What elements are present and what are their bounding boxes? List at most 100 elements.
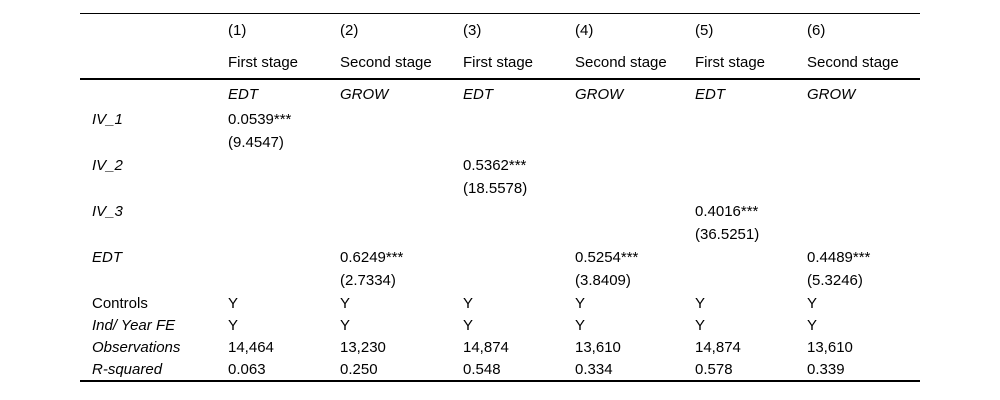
dep-var-cell: EDT [695,85,725,103]
dependent-variable-row: EDT GROW EDT GROW EDT GROW [80,79,920,108]
stage-cell: Second stage [340,53,432,71]
coefficient-cell [463,108,575,131]
stat-value-cell: Y [463,316,474,334]
tstat-row-iv-1: (9.4547) [80,131,920,154]
coef-row-iv-1: IV_1 0.0539*** [80,108,920,131]
stat-row-observations: Observations 14,464 13,230 14,874 13,610… [80,336,920,358]
coefficient-cell [575,200,695,223]
tstat-cell [228,223,340,246]
dep-var-cell: GROW [575,85,624,103]
stat-row-r-squared: R-squared 0.063 0.250 0.548 0.334 0.578 … [80,358,920,381]
stat-value-cell: 0.339 [807,360,845,378]
coef-row-iv-3: IV_3 0.4016*** [80,200,920,223]
row-label: Observations [92,338,181,356]
stage-cell: Second stage [575,53,667,71]
corner-cell [80,14,228,47]
stat-value-cell: 0.063 [228,360,266,378]
coef-row-iv-2: IV_2 0.5362*** [80,154,920,177]
stat-value-cell: 13,610 [807,338,853,356]
coefficient-cell [807,108,920,131]
tstat-cell [807,131,920,154]
stat-value-cell: 14,874 [695,338,741,356]
coefficient-cell [228,246,340,269]
stage-cell: First stage [463,53,534,71]
stat-value-cell: Y [695,316,706,334]
regression-table: (1) (2) (3) (4) (5) (6) First stage Seco… [80,13,920,382]
coefficient-cell [695,108,807,131]
tstat-cell: (5.3246) [807,272,863,289]
tstat-cell [695,177,807,200]
tstat-row-edt: (2.7334) (3.8409) (5.3246) [80,269,920,292]
stat-value-cell: Y [575,316,586,334]
tstat-cell [463,223,575,246]
stat-value-cell: 0.548 [463,360,501,378]
coefficient-cell: 0.6249*** [340,249,404,266]
corner-cell [80,46,228,79]
coefficient-cell [807,154,920,177]
column-number-cell: (4) [575,21,594,39]
row-label: Controls [92,294,148,312]
coefficient-cell [228,200,340,223]
stat-value-cell: Y [575,294,586,312]
coefficient-cell [575,154,695,177]
coefficient-cell [463,246,575,269]
row-label: IV_1 [92,111,123,128]
tstat-cell [228,269,340,292]
coefficient-cell: 0.4489*** [807,249,871,266]
row-label: EDT [92,249,122,266]
row-label-spacer [80,131,228,154]
coefficient-cell [228,154,340,177]
tstat-cell: (9.4547) [228,134,284,151]
stat-row-controls: Controls Y Y Y Y Y Y [80,292,920,314]
header-row-stages: First stage Second stage First stage Sec… [80,46,920,79]
coefficient-cell [575,108,695,131]
coefficient-cell: 0.0539*** [228,111,292,128]
stat-value-cell: 0.578 [695,360,733,378]
stat-value-cell: Y [463,294,474,312]
stat-value-cell: Y [807,316,818,334]
stat-row-ind-year-fe: Ind/ Year FE Y Y Y Y Y Y [80,314,920,336]
tstat-row-iv-3: (36.5251) [80,223,920,246]
row-label: IV_2 [92,157,123,174]
stat-value-cell: Y [695,294,706,312]
coefficient-cell [340,200,463,223]
column-number-cell: (6) [807,21,826,39]
stat-value-cell: 13,230 [340,338,386,356]
coefficient-cell [695,154,807,177]
stat-value-cell: 14,464 [228,338,274,356]
stat-value-cell: Y [340,294,351,312]
tstat-cell [228,177,340,200]
row-label: Ind/ Year FE [92,316,176,334]
corner-cell [80,79,228,108]
coefficient-cell [807,200,920,223]
tstat-cell: (2.7334) [340,272,396,289]
tstat-cell [463,131,575,154]
tstat-cell [340,223,463,246]
tstat-cell [695,269,807,292]
stat-value-cell: Y [340,316,351,334]
tstat-cell [463,269,575,292]
tstat-row-iv-2: (18.5578) [80,177,920,200]
tstat-cell [575,177,695,200]
tstat-cell [695,131,807,154]
coefficient-cell: 0.4016*** [695,203,759,220]
stat-value-cell: 0.250 [340,360,378,378]
column-number-cell: (3) [463,21,482,39]
tstat-cell [575,131,695,154]
tstat-cell [340,131,463,154]
coefficient-cell [695,246,807,269]
coef-row-edt: EDT 0.6249*** 0.5254*** 0.4489*** [80,246,920,269]
tstat-cell [340,177,463,200]
row-label-spacer [80,177,228,200]
coefficient-cell [340,108,463,131]
dep-var-cell: GROW [340,85,389,103]
dep-var-cell: EDT [463,85,493,103]
stat-value-cell: Y [807,294,818,312]
stat-value-cell: 14,874 [463,338,509,356]
tstat-cell [807,223,920,246]
stage-cell: First stage [695,53,766,71]
coefficient-cell [463,200,575,223]
stat-value-cell: 0.334 [575,360,613,378]
coefficient-cell [340,154,463,177]
tstat-cell: (3.8409) [575,272,631,289]
